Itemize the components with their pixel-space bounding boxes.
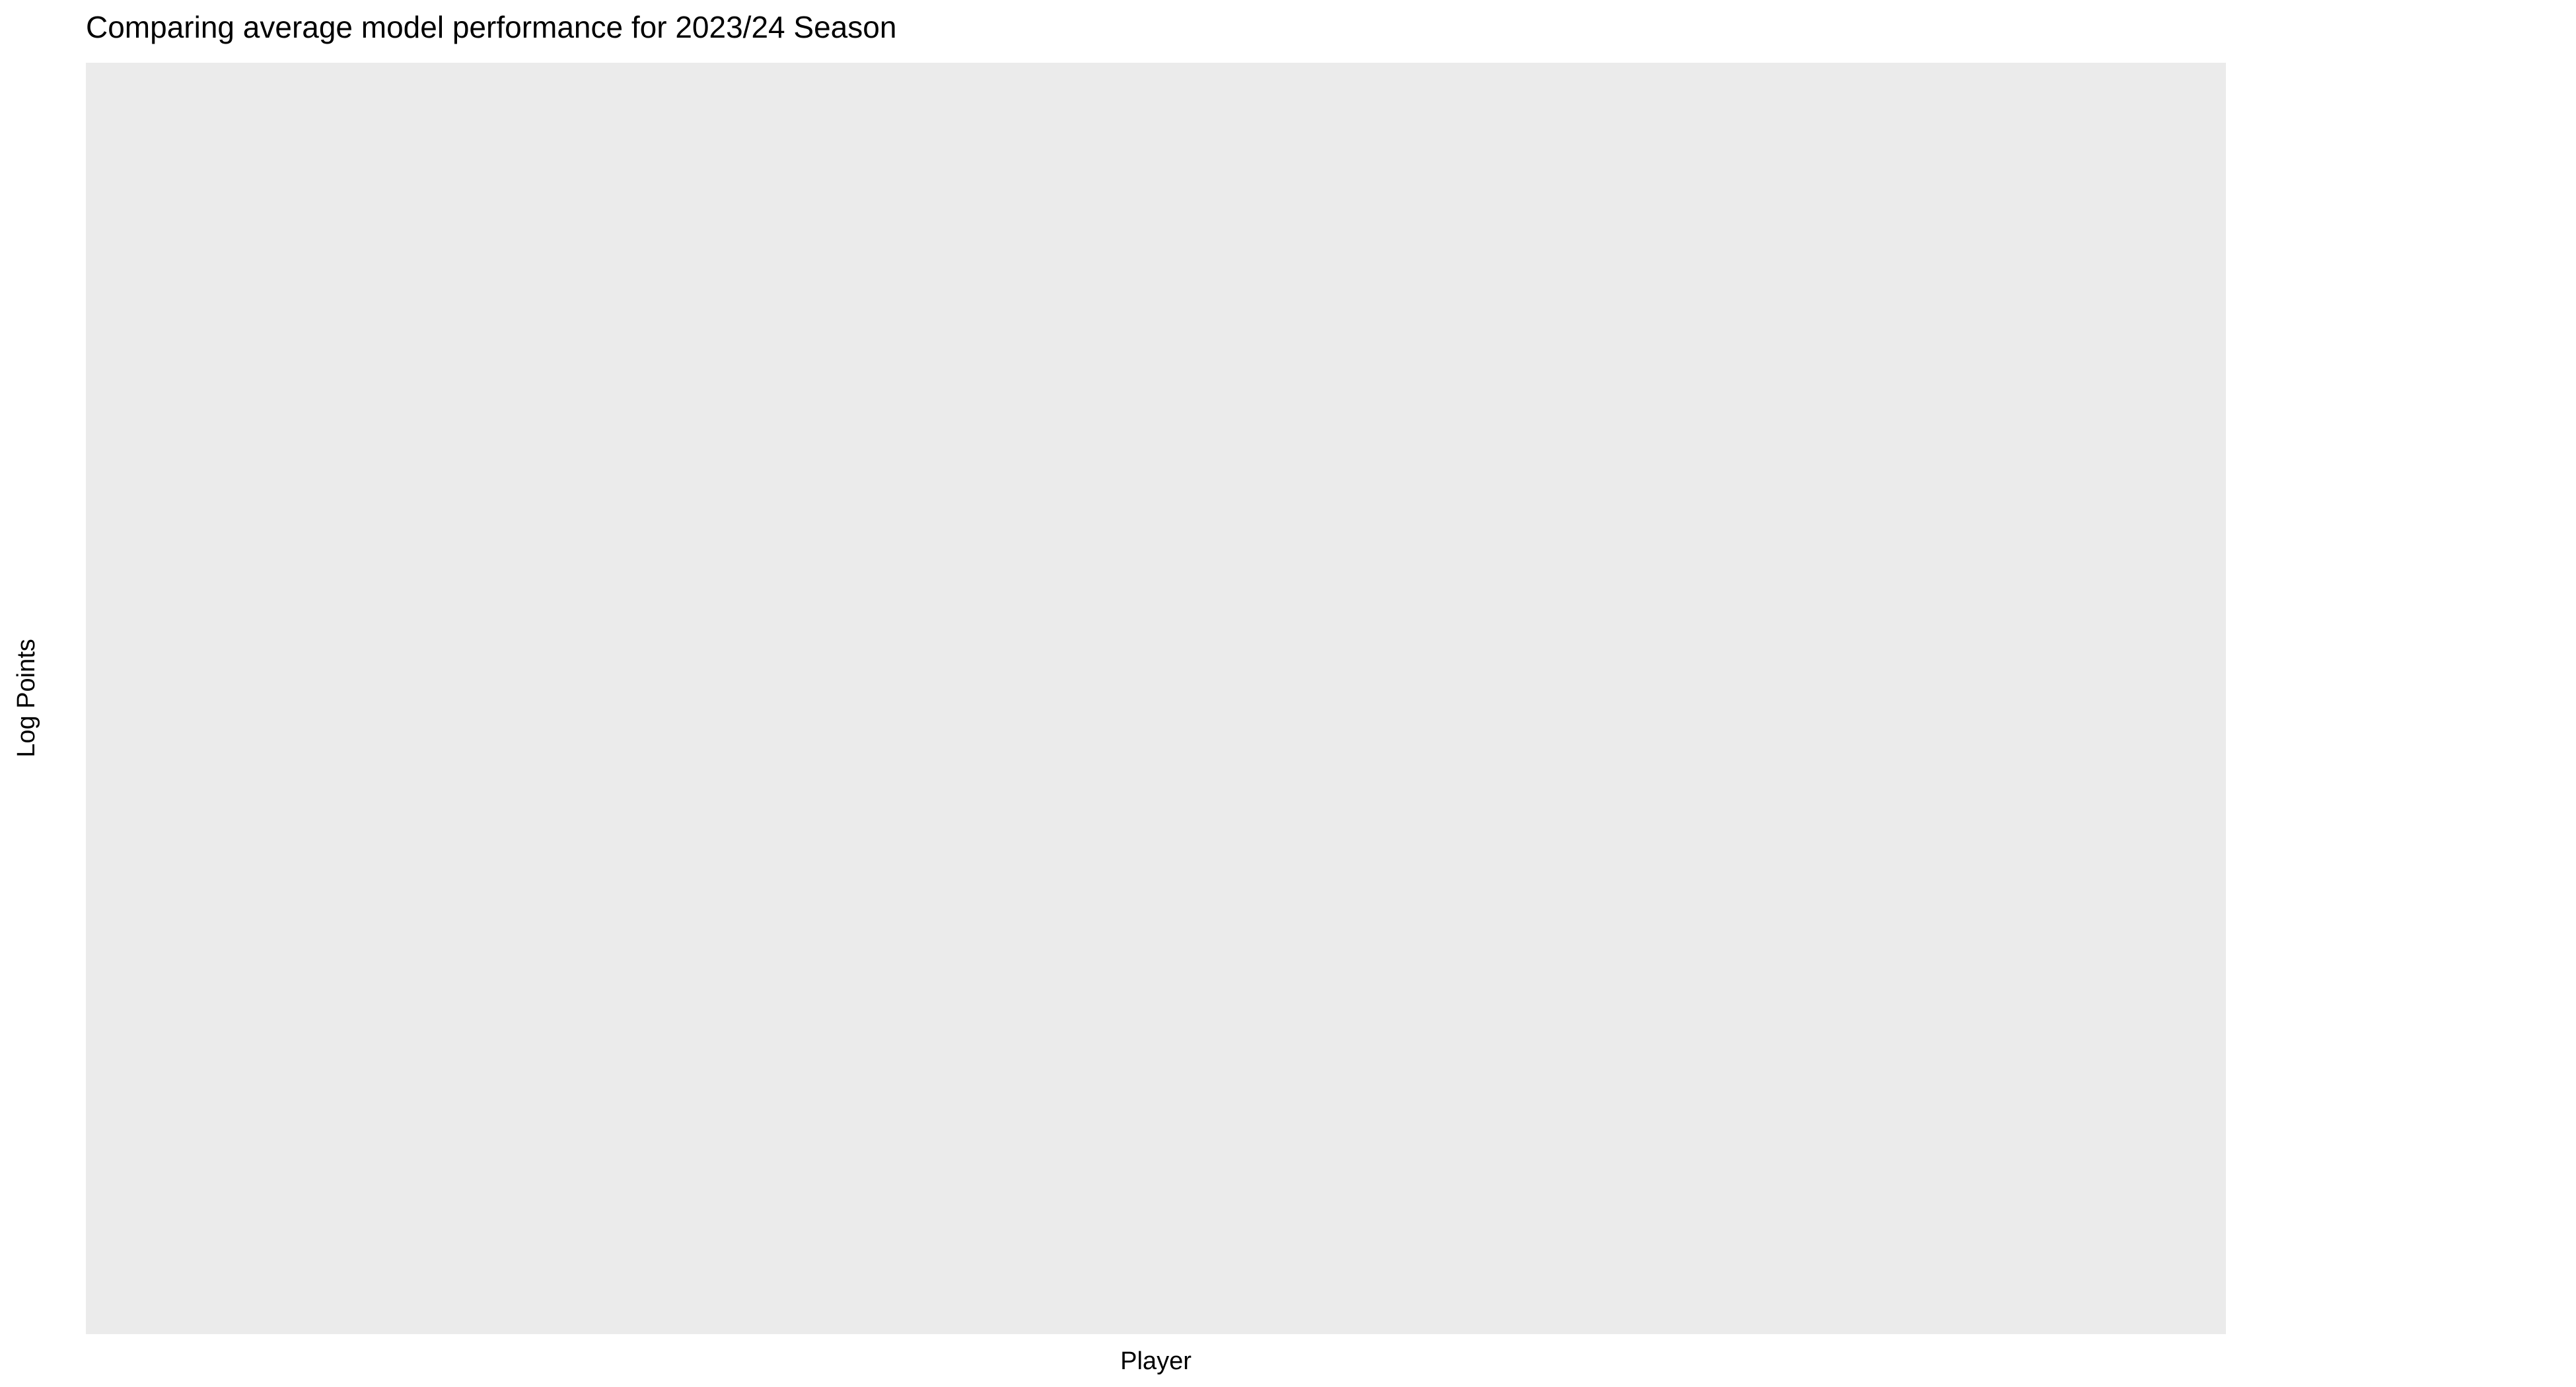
y-axis-label: Log Points (13, 639, 40, 758)
x-axis-label: Player (1120, 1347, 1192, 1375)
panel-background (86, 63, 2226, 1334)
chart-title: Comparing average model performance for … (86, 10, 896, 44)
